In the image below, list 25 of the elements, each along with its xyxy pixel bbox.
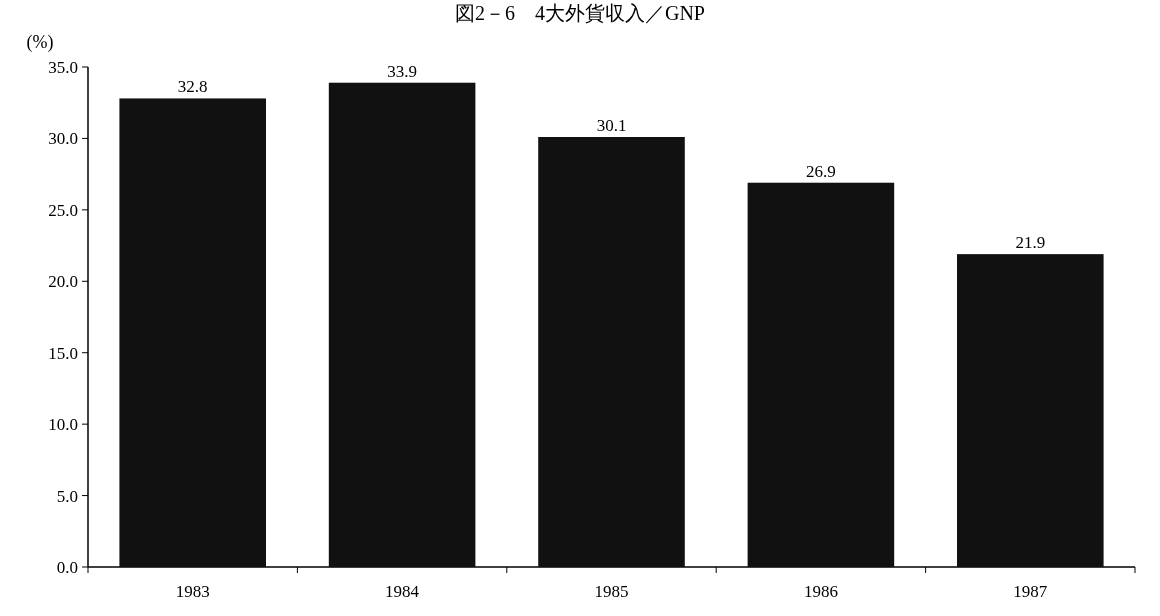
- bar: [538, 137, 685, 567]
- chart-title: 図2－6 4大外貨収入／GNP: [454, 2, 706, 24]
- bar: [119, 98, 266, 567]
- x-tick-label: 1985: [594, 582, 629, 601]
- data-label: 32.8: [177, 77, 208, 97]
- data-label: 26.9: [806, 161, 836, 181]
- data-label: 21.9: [1015, 233, 1046, 253]
- bar: [328, 82, 476, 567]
- y-axis-title: (%): [26, 32, 54, 53]
- x-tick-label: 1984: [385, 582, 420, 601]
- x-tick-label: 1983: [175, 582, 210, 601]
- data-label: 30.1: [596, 116, 627, 135]
- data-label: 33.9: [387, 61, 417, 81]
- y-tick-label: 15.0: [48, 343, 78, 363]
- y-tick-label: 10.0: [48, 415, 78, 435]
- x-tick-label: 1987: [1013, 582, 1048, 601]
- y-tick-label: 20.0: [48, 272, 78, 292]
- bar: [747, 182, 895, 567]
- y-tick-label: 35.0: [48, 58, 78, 77]
- y-tick-label: 30.0: [48, 129, 78, 149]
- x-tick-label: 1986: [803, 582, 838, 601]
- y-tick-label: 0.0: [56, 558, 78, 577]
- bar: [957, 254, 1104, 567]
- y-tick-label: 5.0: [56, 486, 78, 506]
- y-tick-label: 25.0: [48, 200, 78, 220]
